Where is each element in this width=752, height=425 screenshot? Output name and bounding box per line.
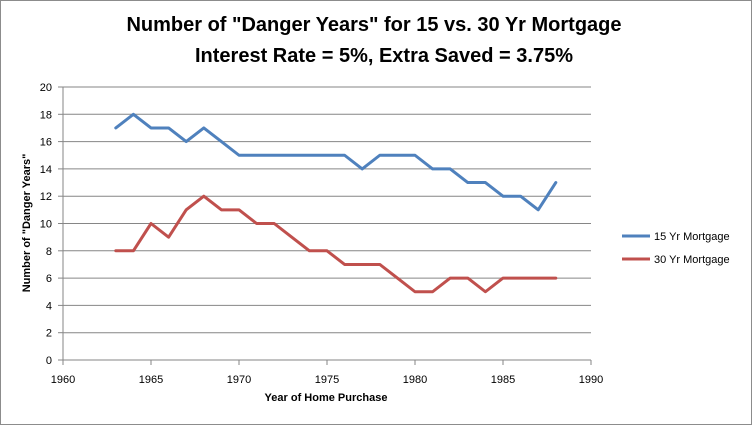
series-line-2 — [114, 194, 558, 294]
y-tick-label: 8 — [46, 246, 52, 258]
y-tick-label: 0 — [46, 355, 52, 367]
legend-label-1: 15 Yr Mortgage — [654, 231, 730, 243]
y-tick-label: 4 — [46, 300, 52, 312]
x-tick-label: 1960 — [51, 374, 75, 386]
chart-subtitle: Interest Rate = 5%, Extra Saved = 3.75% — [195, 45, 573, 67]
y-tick-label: 18 — [40, 109, 52, 121]
x-tick-label: 1980 — [403, 374, 427, 386]
y-tick-label: 2 — [46, 328, 52, 340]
x-tick-labels: 1960 1965 1970 1975 1980 1985 1990 — [51, 374, 603, 386]
x-tick-label: 1975 — [315, 374, 339, 386]
x-tick-label: 1990 — [579, 374, 603, 386]
axes — [58, 86, 592, 365]
y-tick-label: 14 — [40, 164, 52, 176]
y-axis-label: Number of "Danger Years" — [21, 154, 33, 293]
legend-label-2: 30 Yr Mortgage — [654, 254, 730, 266]
x-tick-label: 1965 — [139, 374, 163, 386]
x-axis-label: Year of Home Purchase — [265, 392, 388, 404]
chart-title: Number of "Danger Years" for 15 vs. 30 Y… — [126, 14, 622, 36]
x-tick-label: 1970 — [227, 374, 251, 386]
y-tick-label: 6 — [46, 273, 52, 285]
x-tick-label: 1985 — [491, 374, 515, 386]
gridlines — [63, 86, 591, 334]
y-tick-label: 12 — [40, 191, 52, 203]
series-line-1 — [114, 112, 558, 212]
series-lines — [114, 112, 558, 294]
y-tick-label: 10 — [40, 219, 52, 231]
y-tick-label: 16 — [40, 137, 52, 149]
y-tick-labels: 0 2 4 6 8 10 12 14 16 18 20 — [40, 82, 52, 367]
legend: 15 Yr Mortgage 30 Yr Mortgage — [622, 231, 730, 266]
y-tick-label: 20 — [40, 82, 52, 94]
